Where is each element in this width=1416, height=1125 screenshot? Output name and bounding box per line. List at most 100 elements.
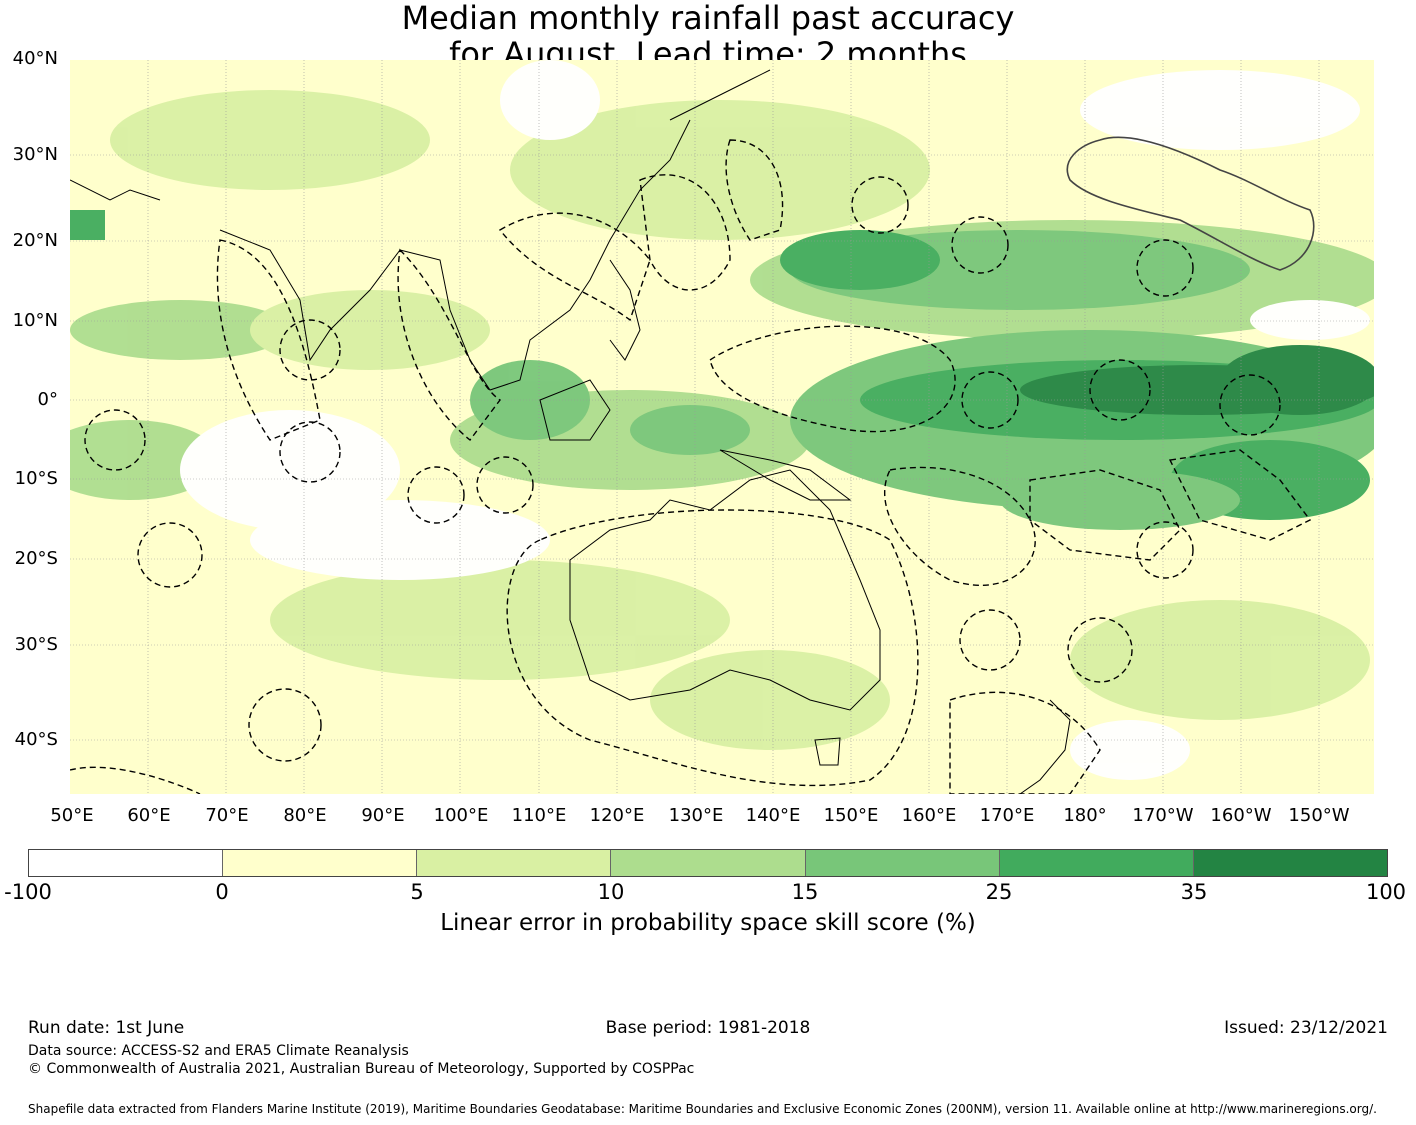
colorbar-tick: 25 xyxy=(985,880,1013,904)
lon-label-100e: 100°E xyxy=(433,805,489,826)
skill-patch xyxy=(650,650,890,750)
colorbar-label: Linear error in probability space skill … xyxy=(440,910,976,936)
lon-label-150e: 150°E xyxy=(823,805,879,826)
eez-boundary xyxy=(1136,239,1194,297)
lon-label-130e: 130°E xyxy=(668,805,724,826)
eez-boundary xyxy=(137,522,203,588)
skill-patch xyxy=(500,60,600,140)
lat-label-0: 0° xyxy=(37,389,58,410)
lat-label-30n: 30°N xyxy=(12,144,58,165)
colorbar-segment xyxy=(417,850,612,876)
skill-fill-layer xyxy=(70,60,1374,780)
colorbar-segment xyxy=(223,850,418,876)
eez-boundary xyxy=(279,319,341,381)
coastline-borneo xyxy=(539,379,611,441)
coastline-japan xyxy=(669,69,771,121)
skill-patch xyxy=(70,210,105,240)
skill-patch xyxy=(510,100,930,240)
lon-label-150w: 150°W xyxy=(1288,805,1350,826)
graticule xyxy=(70,60,1374,794)
data-source: Data source: ACCESS-S2 and ERA5 Climate … xyxy=(28,1043,409,1059)
base-period: Base period: 1981-2018 xyxy=(605,1018,811,1038)
lat-label-20s: 20°S xyxy=(14,548,58,569)
lat-label-10n: 10°N xyxy=(12,310,58,331)
coastline-australia xyxy=(569,469,881,711)
lon-label-110e: 110°E xyxy=(511,805,567,826)
lat-label-20n: 20°N xyxy=(12,230,58,251)
eez-boundary xyxy=(1089,359,1151,421)
lon-label-170e: 170°E xyxy=(979,805,1035,826)
lon-label-170w: 170°W xyxy=(1132,805,1194,826)
colorbar-segment xyxy=(805,850,1000,876)
skill-patch xyxy=(270,560,730,680)
coastline-tasmania xyxy=(814,737,841,766)
lon-label-80e: 80°E xyxy=(283,805,327,826)
colorbar-tick: 15 xyxy=(791,880,819,904)
eez-boundary xyxy=(725,139,784,241)
colorbar-segment xyxy=(999,850,1194,876)
eez-boundary xyxy=(407,466,465,524)
title-line-1: Median monthly rainfall past accuracy xyxy=(401,0,1015,37)
lon-label-70e: 70°E xyxy=(205,805,249,826)
eez-boundaries xyxy=(70,139,1312,794)
coastlines xyxy=(70,69,1071,794)
eez-boundary xyxy=(397,248,502,441)
skill-patch xyxy=(1220,345,1374,415)
skill-patch xyxy=(1070,600,1370,720)
coastline-arabia xyxy=(70,179,161,201)
colorbar-segment xyxy=(611,850,806,876)
colorbar-tick: 35 xyxy=(1180,880,1208,904)
skill-patch xyxy=(1080,70,1360,150)
colorbar-segment xyxy=(29,850,224,876)
eez-boundary xyxy=(1168,449,1312,541)
shapefile-credit: Shapefile data extracted from Flanders M… xyxy=(28,1102,1377,1116)
run-date: Run date: 1st June xyxy=(28,1018,185,1038)
colorbar-tick: -100 xyxy=(4,880,52,904)
coastline-new-guinea xyxy=(719,449,852,501)
lon-label-60e: 60°E xyxy=(127,805,171,826)
eez-boundary xyxy=(216,239,321,441)
lat-label-10s: 10°S xyxy=(14,468,58,489)
lat-label-30s: 30°S xyxy=(14,634,58,655)
eez-boundary xyxy=(709,325,956,433)
eez-boundary xyxy=(951,216,1009,274)
map-title: Median monthly rainfall past accuracy fo… xyxy=(0,0,1416,72)
colorbar xyxy=(28,849,1388,877)
eez-boundary xyxy=(961,371,1019,429)
eez-boundary xyxy=(279,421,341,483)
lon-label-120e: 120°E xyxy=(589,805,645,826)
skill-map[interactable] xyxy=(70,60,1374,794)
skill-patch xyxy=(630,405,750,455)
lon-label-160e: 160°E xyxy=(901,805,957,826)
colorbar-segment xyxy=(1193,850,1387,876)
skill-patch xyxy=(180,410,400,530)
eez-boundary xyxy=(476,456,534,514)
eez-boundary xyxy=(498,212,651,322)
eez-boundary xyxy=(84,409,146,471)
special-boundary-outline xyxy=(1066,136,1315,271)
eez-boundary xyxy=(884,466,1036,586)
colorbar-tick: 0 xyxy=(215,880,229,904)
eez-boundary xyxy=(851,176,909,234)
eez-boundary xyxy=(639,174,731,291)
eez-boundary xyxy=(70,766,201,794)
eez-boundary xyxy=(959,609,1021,671)
skill-patch xyxy=(70,300,290,360)
eez-boundary xyxy=(506,509,919,787)
eez-boundary xyxy=(949,691,1101,794)
lat-label-40n: 40°N xyxy=(12,48,58,69)
eez-boundary xyxy=(1219,374,1281,436)
skill-patch xyxy=(1070,720,1190,780)
lon-label-160w: 160°W xyxy=(1210,805,1272,826)
skill-patch xyxy=(1250,300,1370,340)
lon-label-180: 180° xyxy=(1063,805,1107,826)
eez-boundary xyxy=(1136,521,1194,579)
coastline-new-zealand xyxy=(1019,699,1071,794)
skill-patch xyxy=(250,500,550,580)
lon-label-50e: 50°E xyxy=(50,805,94,826)
lat-label-40s: 40°S xyxy=(14,729,58,750)
eez-boundary xyxy=(1029,469,1181,561)
skill-patch xyxy=(780,230,940,290)
lon-label-90e: 90°E xyxy=(361,805,405,826)
coastline-southeast-asia xyxy=(399,119,691,391)
